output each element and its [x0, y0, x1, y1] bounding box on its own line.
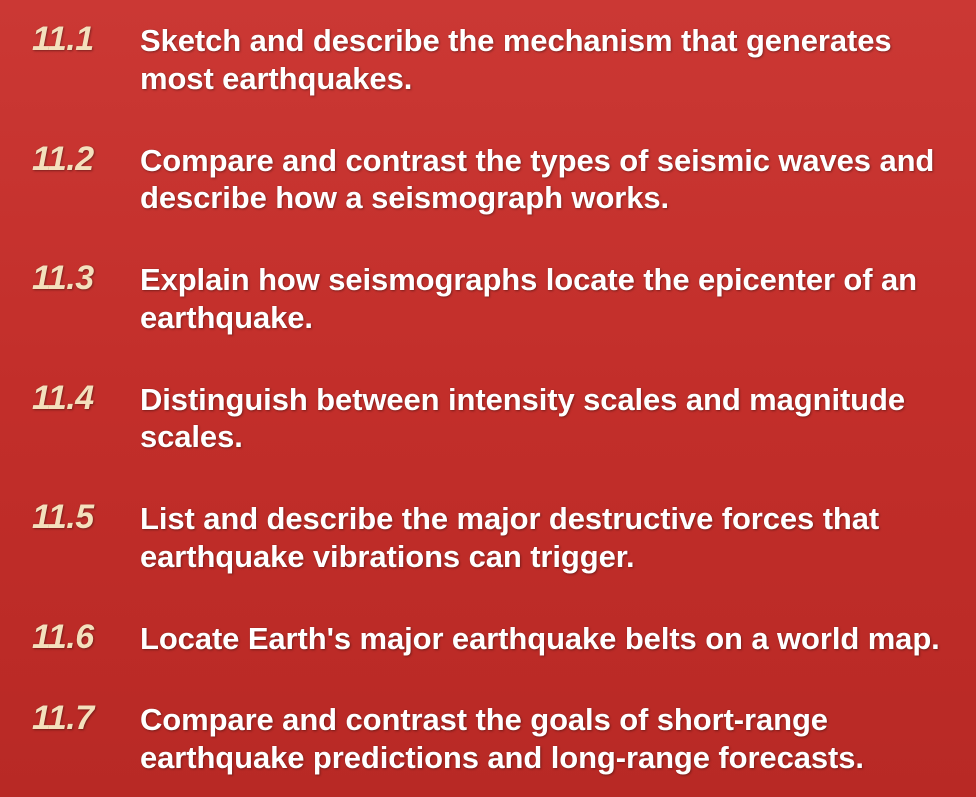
item-text: List and describe the major destructive …: [140, 500, 948, 576]
item-text: Sketch and describe the mechanism that g…: [140, 22, 948, 98]
item-number: 11.5: [32, 500, 140, 536]
item-number: 11.3: [32, 261, 140, 297]
list-item: 11.1 Sketch and describe the mechanism t…: [32, 22, 948, 98]
item-text: Explain how seismographs locate the epic…: [140, 261, 948, 337]
objectives-list: 11.1 Sketch and describe the mechanism t…: [0, 0, 976, 797]
item-number: 11.2: [32, 142, 140, 178]
item-text: Locate Earth's major earthquake belts on…: [140, 620, 948, 658]
list-item: 11.4 Distinguish between intensity scale…: [32, 381, 948, 457]
item-number: 11.4: [32, 381, 140, 417]
item-number: 11.6: [32, 620, 140, 656]
list-item: 11.6 Locate Earth's major earthquake bel…: [32, 620, 948, 658]
item-text: Compare and contrast the goals of short-…: [140, 701, 948, 777]
item-number: 11.1: [32, 22, 140, 58]
item-text: Compare and contrast the types of seismi…: [140, 142, 948, 218]
list-item: 11.2 Compare and contrast the types of s…: [32, 142, 948, 218]
list-item: 11.3 Explain how seismographs locate the…: [32, 261, 948, 337]
list-item: 11.7 Compare and contrast the goals of s…: [32, 701, 948, 777]
item-text: Distinguish between intensity scales and…: [140, 381, 948, 457]
item-number: 11.7: [32, 701, 140, 737]
list-item: 11.5 List and describe the major destruc…: [32, 500, 948, 576]
